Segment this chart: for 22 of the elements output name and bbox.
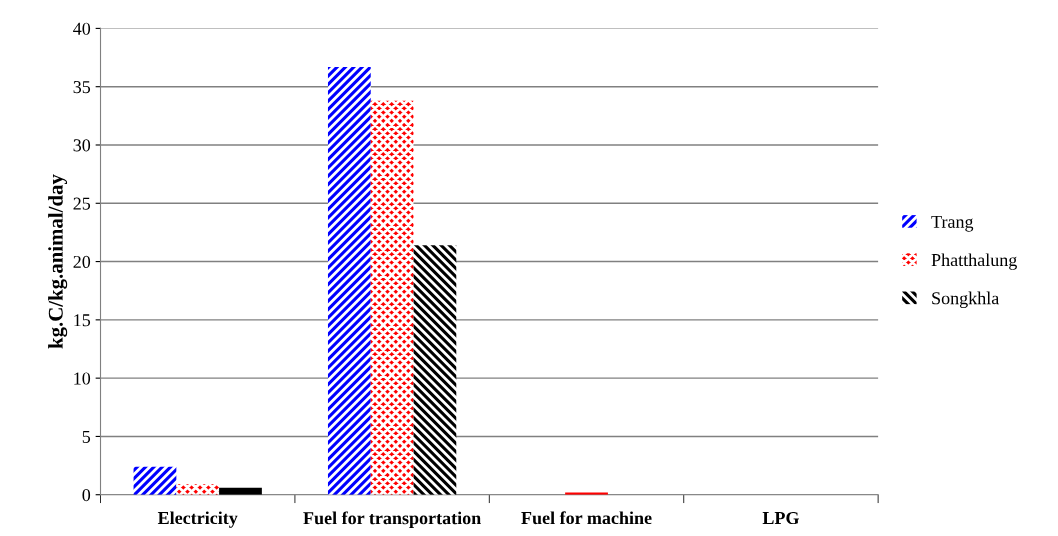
y-tick-label: 20	[73, 255, 91, 269]
x-tick-label: LPG	[762, 511, 799, 525]
y-tick-label: 30	[73, 139, 91, 152]
legend-label: Songkhla	[932, 291, 1000, 309]
bar	[176, 484, 220, 495]
y-tick-label: 0	[82, 488, 91, 502]
y-tick-label: 5	[82, 430, 91, 443]
bar	[413, 245, 457, 495]
legend-label: Trang	[931, 215, 974, 232]
x-tick-label: Electricity	[157, 511, 238, 528]
y-tick-label: 35	[73, 81, 91, 94]
y-tick-label: 25	[73, 197, 91, 210]
x-tick-label: Fuel for machine	[521, 511, 652, 525]
y-tick-label: 10	[74, 372, 91, 385]
bar	[327, 66, 371, 495]
y-axis-title: kg.C/kg.animal/day	[48, 174, 68, 349]
bar	[133, 466, 177, 495]
legend-label: Phatthalung	[931, 253, 1017, 270]
y-tick-label: 40	[73, 22, 91, 35]
y-tick-label: 15	[74, 314, 91, 327]
x-tick-label: Fuel for transportation	[303, 511, 481, 528]
bar	[370, 100, 414, 495]
